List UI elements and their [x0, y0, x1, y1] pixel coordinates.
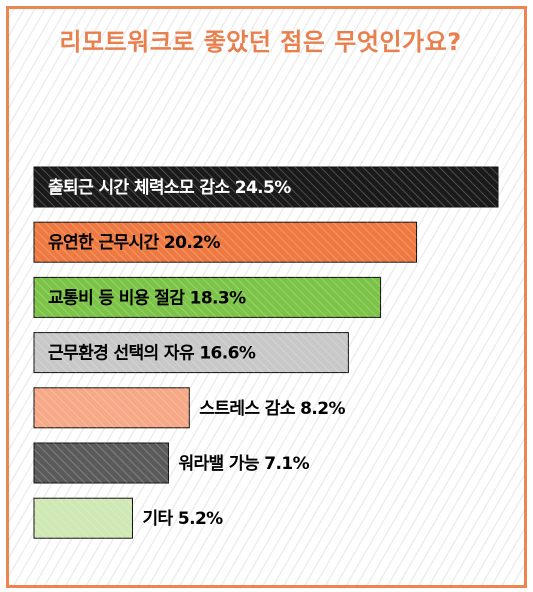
- bar-hatch-2: [34, 222, 417, 263]
- bar-label-1: 출퇴근 시간 체력소모 감소 24.5%: [48, 178, 291, 198]
- bar-hatch-7: [34, 498, 133, 539]
- bar-label-4: 근무환경 선택의 자유 16.6%: [48, 344, 256, 364]
- bar-hatch-1: [34, 167, 498, 207]
- chart-title: 리모트워크로 좋았던 점은 무엇인가요?: [59, 28, 462, 56]
- bar-label-2: 유연한 근무시간 20.2%: [48, 233, 220, 253]
- bar-label-3: 교통비 등 비용 절감 18.3%: [48, 287, 246, 308]
- bar-label-5: 스트레스 감소 8.2%: [199, 399, 345, 419]
- bar-hatch-3: [34, 277, 381, 318]
- bar-hatch-5: [34, 387, 190, 428]
- bar-label-7: 기타 5.2%: [142, 509, 223, 529]
- bar-hatch-4: [34, 332, 349, 373]
- bar-hatch-6: [34, 443, 169, 483]
- bar-label-6: 워라밸 가능 7.1%: [178, 454, 309, 474]
